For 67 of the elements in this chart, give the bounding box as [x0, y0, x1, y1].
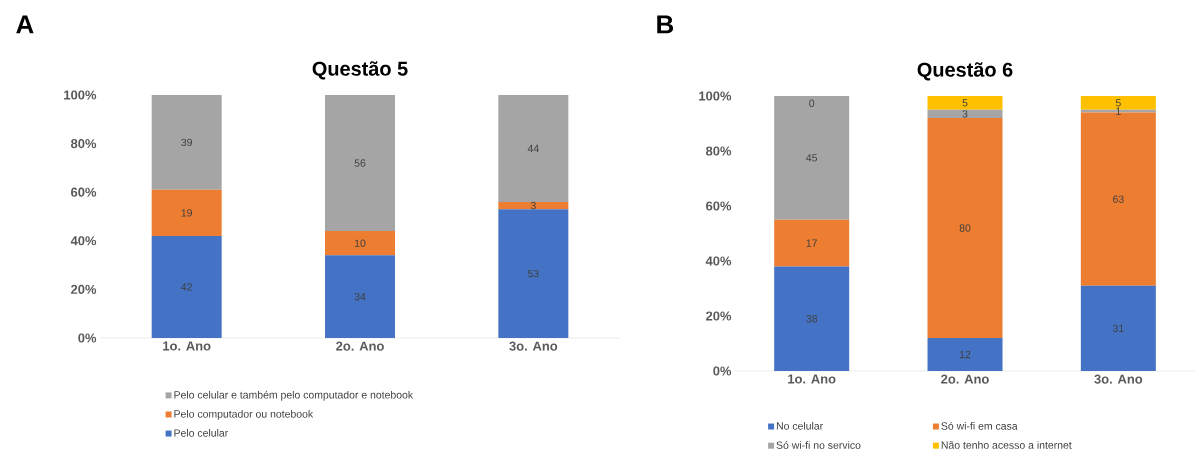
data-label: 12 — [959, 350, 971, 359]
legend-label: Só wi-fi em casa — [941, 421, 1018, 430]
data-label: 80 — [959, 224, 971, 232]
y-tick-label: 100% — [699, 91, 732, 101]
data-label: 34 — [354, 292, 366, 301]
bar — [151, 94, 222, 190]
bar — [498, 209, 569, 338]
legend-label: Pelo celular e também pelo computador e notebook — [174, 390, 414, 401]
legend-label: Pelo computador ou notebook — [174, 409, 314, 420]
data-label: 31 — [1112, 324, 1124, 333]
data-label: 3 — [530, 201, 536, 210]
x-tick-label: 3o. Ano — [1094, 374, 1143, 384]
data-label: 44 — [527, 144, 539, 153]
bar — [151, 189, 222, 236]
chart-title: Questão 6 — [917, 62, 1013, 81]
bar — [151, 235, 222, 338]
data-label: 5 — [962, 99, 968, 107]
bar — [325, 255, 396, 338]
y-tick-label: 60% — [706, 201, 732, 211]
y-tick-label: 100% — [64, 90, 97, 100]
x-tick-label: 1o. Ano — [163, 341, 211, 351]
y-tick-label: 0% — [78, 333, 97, 343]
data-label: 63 — [1113, 195, 1124, 203]
data-label: 5 — [1115, 99, 1121, 107]
data-label: 53 — [527, 269, 539, 278]
data-label: 19 — [181, 209, 192, 217]
legend-label: No celular — [776, 421, 823, 430]
y-tick-label: 80% — [70, 139, 97, 149]
bar — [927, 117, 1003, 338]
y-tick-label: 60% — [71, 187, 97, 197]
data-label: 0 — [809, 99, 815, 107]
legend-label: Só wi-fi no servico — [776, 441, 861, 449]
data-label: 56 — [354, 159, 366, 167]
bar — [325, 94, 396, 232]
data-label: 45 — [806, 154, 818, 162]
y-tick-label: 40% — [70, 236, 97, 246]
bar — [774, 95, 850, 220]
text: B — [657, 15, 674, 34]
text: A — [16, 15, 34, 34]
x-tick-label: 2o. Ano — [941, 374, 989, 384]
data-label: 17 — [806, 239, 817, 247]
data-label: 38 — [806, 315, 818, 323]
y-tick-label: 0% — [713, 366, 732, 376]
x-tick-label: 2o. Ano — [336, 341, 384, 351]
y-tick-label: 20% — [706, 311, 732, 321]
bar — [927, 337, 1003, 371]
x-tick-label: 1o. Ano — [788, 374, 836, 384]
data-label: 10 — [354, 239, 366, 247]
data-label: 39 — [181, 138, 192, 147]
bar — [927, 95, 1003, 110]
bar — [774, 266, 850, 371]
bar — [1080, 285, 1156, 371]
data-label: 3 — [962, 110, 968, 118]
bar — [927, 109, 1003, 118]
legend-label: Pelo celular — [174, 429, 229, 437]
data-label: 1 — [1116, 107, 1121, 115]
x-tick-label: 3o. Ano — [509, 341, 558, 351]
y-tick-label: 20% — [71, 284, 97, 294]
bar — [774, 219, 850, 267]
bar — [498, 94, 569, 202]
bar — [498, 201, 569, 210]
y-tick-label: 40% — [705, 256, 732, 266]
data-label: 42 — [181, 283, 192, 291]
y-tick-label: 80% — [705, 146, 732, 156]
legend-label: Não tenho acesso a internet — [941, 441, 1072, 449]
chart-title: Questão 5 — [312, 61, 408, 80]
bar — [325, 231, 396, 256]
